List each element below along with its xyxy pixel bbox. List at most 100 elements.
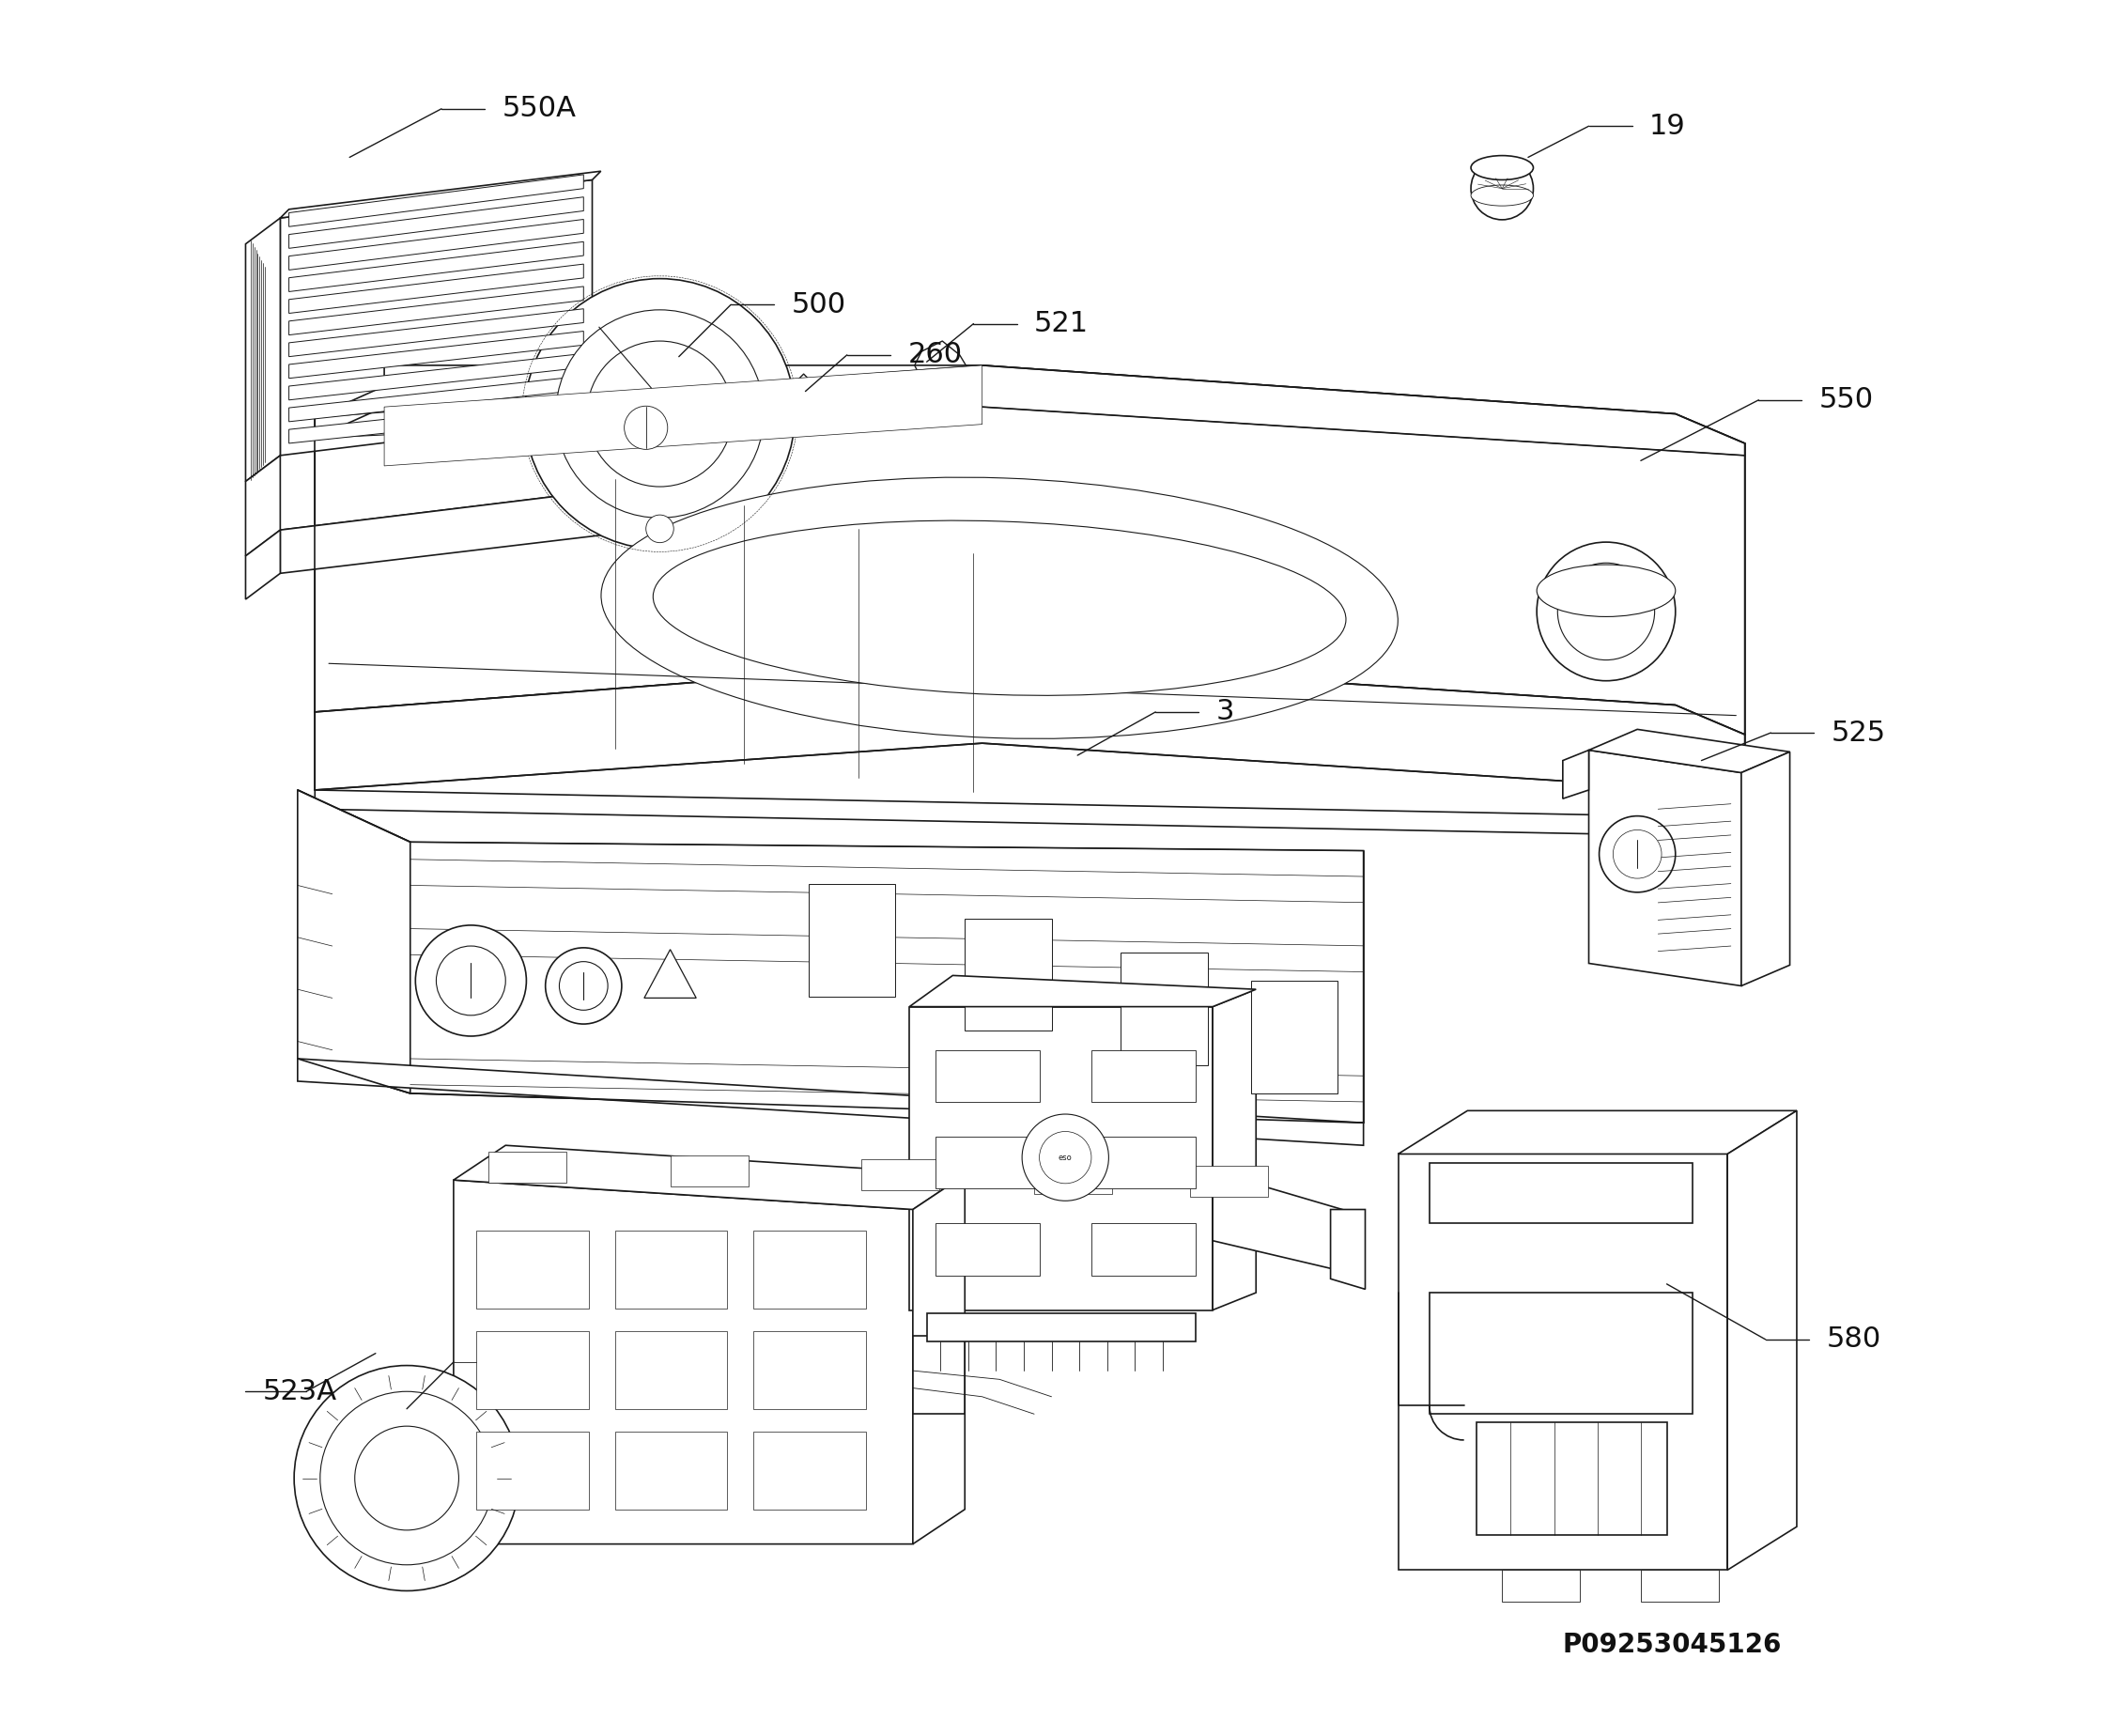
- Ellipse shape: [1470, 156, 1533, 181]
- Polygon shape: [280, 491, 601, 573]
- Polygon shape: [315, 365, 1745, 734]
- Ellipse shape: [1470, 186, 1533, 207]
- Polygon shape: [288, 286, 583, 335]
- Text: 260: 260: [908, 342, 963, 368]
- Polygon shape: [1741, 752, 1790, 986]
- Bar: [614, 1332, 728, 1410]
- Polygon shape: [1331, 1210, 1365, 1290]
- Polygon shape: [299, 790, 410, 1094]
- Bar: [1091, 1050, 1195, 1102]
- Circle shape: [320, 1392, 494, 1564]
- Bar: [614, 1231, 728, 1309]
- Bar: [810, 884, 896, 996]
- Circle shape: [587, 340, 732, 486]
- Bar: [1091, 1137, 1195, 1189]
- Polygon shape: [280, 491, 593, 559]
- Polygon shape: [1398, 1154, 1727, 1569]
- Bar: [488, 1151, 566, 1182]
- Polygon shape: [1476, 1424, 1668, 1535]
- Polygon shape: [280, 172, 601, 219]
- Polygon shape: [1588, 750, 1741, 986]
- Polygon shape: [908, 976, 1255, 1007]
- Bar: [908, 1007, 1213, 1311]
- Polygon shape: [288, 196, 583, 248]
- Circle shape: [524, 279, 795, 549]
- Polygon shape: [1563, 750, 1588, 799]
- Bar: [753, 1332, 866, 1410]
- Text: 19: 19: [1649, 113, 1687, 139]
- Polygon shape: [280, 181, 593, 455]
- Circle shape: [1039, 1132, 1091, 1184]
- Polygon shape: [246, 219, 280, 481]
- Polygon shape: [315, 365, 1745, 455]
- Bar: [475, 1432, 589, 1509]
- Polygon shape: [299, 1059, 1363, 1146]
- Polygon shape: [288, 219, 583, 271]
- Text: eso: eso: [1058, 1153, 1073, 1161]
- Polygon shape: [385, 365, 982, 465]
- Polygon shape: [1213, 990, 1255, 1311]
- Polygon shape: [288, 332, 583, 378]
- Polygon shape: [315, 790, 1745, 837]
- Circle shape: [1470, 158, 1533, 220]
- Ellipse shape: [654, 521, 1346, 696]
- Polygon shape: [299, 790, 1363, 1123]
- Ellipse shape: [601, 477, 1398, 738]
- Text: 550A: 550A: [503, 95, 576, 123]
- Polygon shape: [288, 354, 583, 399]
- Polygon shape: [315, 660, 1745, 818]
- Bar: [1190, 1165, 1268, 1196]
- Text: P09253045126: P09253045126: [1563, 1632, 1781, 1658]
- Bar: [1121, 953, 1207, 1066]
- Circle shape: [555, 309, 763, 517]
- Circle shape: [435, 946, 505, 1016]
- Bar: [965, 918, 1052, 1031]
- Circle shape: [294, 1366, 519, 1590]
- Polygon shape: [1213, 1172, 1361, 1276]
- Bar: [475, 1231, 589, 1309]
- Bar: [860, 1160, 938, 1191]
- Bar: [475, 1332, 589, 1410]
- Polygon shape: [913, 1175, 965, 1543]
- Polygon shape: [1588, 729, 1790, 773]
- Text: 3: 3: [1216, 698, 1234, 726]
- Circle shape: [1558, 562, 1655, 660]
- Polygon shape: [288, 241, 583, 292]
- Circle shape: [1613, 830, 1661, 878]
- Circle shape: [355, 1427, 458, 1529]
- Polygon shape: [288, 264, 583, 312]
- Circle shape: [416, 925, 526, 1036]
- Polygon shape: [1430, 1163, 1693, 1224]
- Polygon shape: [644, 950, 696, 998]
- Circle shape: [559, 962, 608, 1010]
- Bar: [671, 1154, 749, 1186]
- Text: 521: 521: [1035, 311, 1089, 337]
- Polygon shape: [288, 309, 583, 356]
- Text: 500: 500: [791, 292, 845, 318]
- Polygon shape: [1502, 1569, 1579, 1601]
- Ellipse shape: [1537, 564, 1676, 616]
- Polygon shape: [246, 529, 280, 599]
- Bar: [1091, 1224, 1195, 1276]
- Ellipse shape: [625, 406, 667, 450]
- Polygon shape: [454, 1180, 913, 1543]
- Circle shape: [1598, 816, 1676, 892]
- Polygon shape: [288, 175, 583, 227]
- Text: 523A: 523A: [263, 1378, 336, 1404]
- Circle shape: [1022, 1115, 1108, 1201]
- Text: 550: 550: [1819, 387, 1874, 413]
- Text: 525: 525: [1832, 719, 1886, 746]
- Bar: [753, 1231, 866, 1309]
- Bar: [1251, 981, 1338, 1094]
- Polygon shape: [1430, 1293, 1693, 1415]
- Circle shape: [1537, 542, 1676, 681]
- Polygon shape: [454, 1146, 965, 1210]
- Circle shape: [646, 516, 673, 543]
- Polygon shape: [913, 1337, 965, 1415]
- Bar: [936, 1137, 1039, 1189]
- Bar: [1035, 1163, 1112, 1194]
- Bar: [936, 1224, 1039, 1276]
- Polygon shape: [927, 1314, 1195, 1342]
- Text: 580: 580: [1825, 1326, 1880, 1352]
- Polygon shape: [288, 398, 583, 443]
